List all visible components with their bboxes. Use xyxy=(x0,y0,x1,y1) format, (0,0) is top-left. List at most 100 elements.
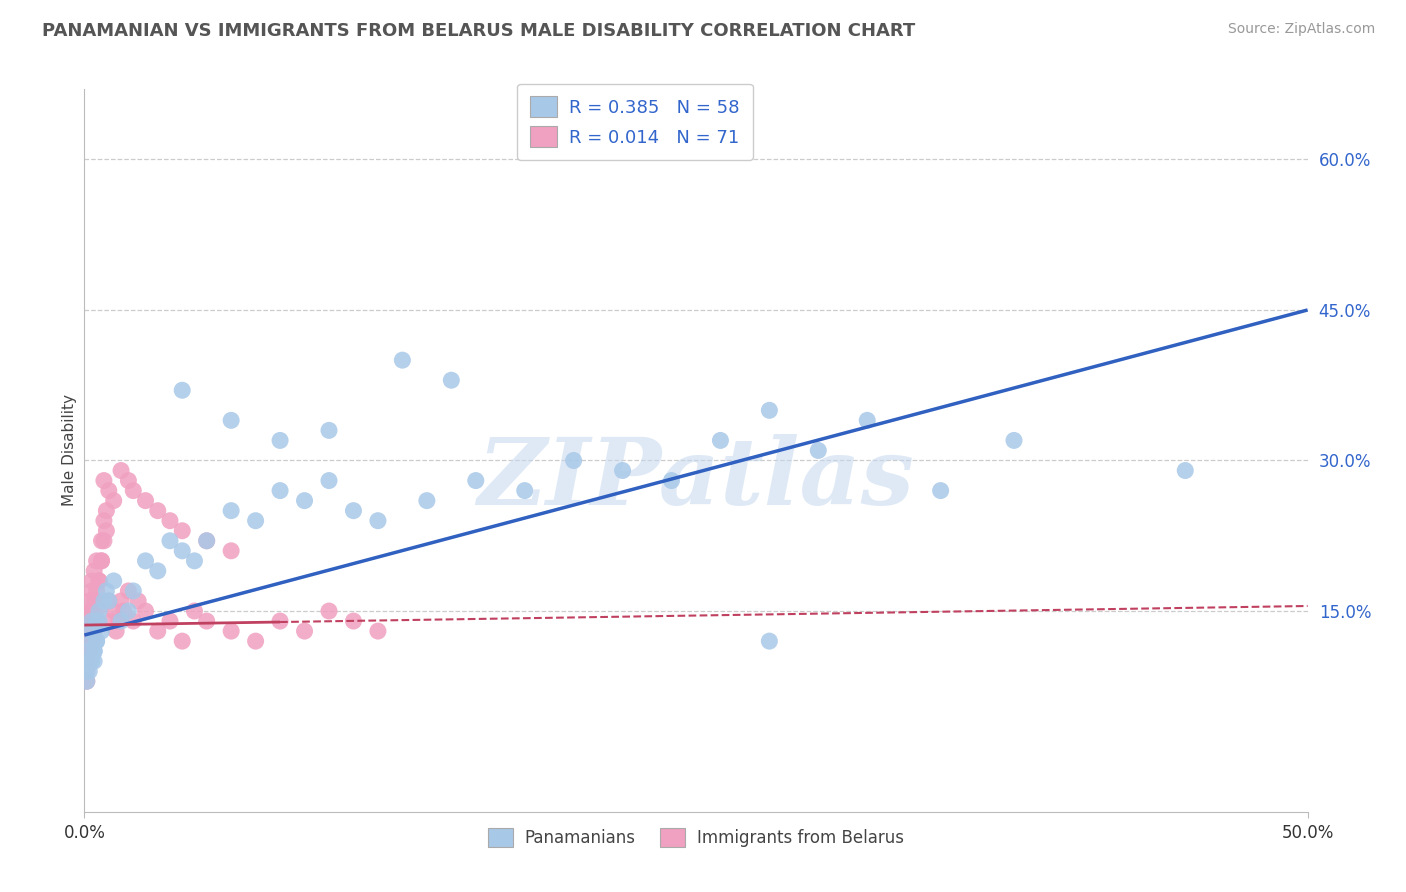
Point xyxy=(76,644,98,658)
Point xyxy=(269,434,291,448)
Point xyxy=(77,614,100,628)
Point xyxy=(97,483,120,498)
Text: PANAMANIAN VS IMMIGRANTS FROM BELARUS MALE DISABILITY CORRELATION CHART: PANAMANIAN VS IMMIGRANTS FROM BELARUS MA… xyxy=(42,22,915,40)
Point xyxy=(87,574,110,588)
Point xyxy=(100,614,122,628)
Point xyxy=(159,514,181,528)
Point xyxy=(135,604,157,618)
Point xyxy=(80,634,103,648)
Point xyxy=(112,604,135,618)
Point xyxy=(86,554,108,568)
Point xyxy=(76,614,98,628)
Point xyxy=(219,413,242,427)
Point xyxy=(562,453,585,467)
Point xyxy=(77,644,100,658)
Point xyxy=(342,614,364,628)
Point xyxy=(661,474,683,488)
Point xyxy=(135,493,157,508)
Point xyxy=(195,533,218,548)
Point xyxy=(219,544,242,558)
Point xyxy=(83,644,105,658)
Point xyxy=(77,624,100,639)
Point xyxy=(80,604,103,618)
Point xyxy=(83,654,105,668)
Point xyxy=(172,384,194,398)
Point xyxy=(127,594,149,608)
Text: ZIPatlas: ZIPatlas xyxy=(478,434,914,524)
Point xyxy=(294,624,316,639)
Point xyxy=(342,503,364,517)
Point xyxy=(110,464,132,478)
Point xyxy=(122,614,145,628)
Point xyxy=(110,594,132,608)
Point xyxy=(146,564,169,578)
Point xyxy=(76,674,98,689)
Point xyxy=(367,514,389,528)
Point xyxy=(856,413,879,427)
Point xyxy=(83,624,105,639)
Point xyxy=(77,604,100,618)
Point xyxy=(117,584,139,599)
Point xyxy=(318,604,340,618)
Point xyxy=(93,594,115,608)
Point xyxy=(96,524,118,538)
Point xyxy=(219,624,242,639)
Point xyxy=(183,554,205,568)
Point xyxy=(76,674,98,689)
Point xyxy=(96,503,118,517)
Point xyxy=(367,624,389,639)
Point xyxy=(80,614,103,628)
Point xyxy=(709,434,731,448)
Point xyxy=(391,353,413,368)
Point xyxy=(122,584,145,599)
Point xyxy=(146,503,169,517)
Point xyxy=(159,533,181,548)
Point xyxy=(93,514,115,528)
Point xyxy=(87,614,110,628)
Point xyxy=(77,644,100,658)
Point xyxy=(929,483,952,498)
Point xyxy=(159,614,181,628)
Point xyxy=(76,664,98,679)
Point xyxy=(245,514,267,528)
Point xyxy=(93,533,115,548)
Point xyxy=(76,654,98,668)
Point xyxy=(219,503,242,517)
Point xyxy=(86,634,108,648)
Point xyxy=(1174,464,1197,478)
Point xyxy=(103,604,125,618)
Point xyxy=(77,594,100,608)
Point xyxy=(1002,434,1025,448)
Point xyxy=(90,533,112,548)
Point xyxy=(97,594,120,608)
Point xyxy=(117,474,139,488)
Point xyxy=(172,544,194,558)
Point xyxy=(416,493,439,508)
Point xyxy=(172,634,194,648)
Point xyxy=(245,634,267,648)
Point xyxy=(122,483,145,498)
Point xyxy=(86,604,108,618)
Point xyxy=(76,634,98,648)
Point xyxy=(83,594,105,608)
Point xyxy=(80,584,103,599)
Point xyxy=(172,524,194,538)
Point xyxy=(105,624,128,639)
Point xyxy=(90,624,112,639)
Text: Source: ZipAtlas.com: Source: ZipAtlas.com xyxy=(1227,22,1375,37)
Point xyxy=(86,614,108,628)
Y-axis label: Male Disability: Male Disability xyxy=(62,394,77,507)
Point xyxy=(195,533,218,548)
Point xyxy=(80,634,103,648)
Point xyxy=(83,564,105,578)
Point xyxy=(86,634,108,648)
Point xyxy=(77,634,100,648)
Point xyxy=(86,584,108,599)
Point xyxy=(77,654,100,668)
Point xyxy=(318,474,340,488)
Point xyxy=(318,424,340,438)
Point xyxy=(80,624,103,639)
Point xyxy=(107,614,129,628)
Point xyxy=(464,474,486,488)
Point xyxy=(80,654,103,668)
